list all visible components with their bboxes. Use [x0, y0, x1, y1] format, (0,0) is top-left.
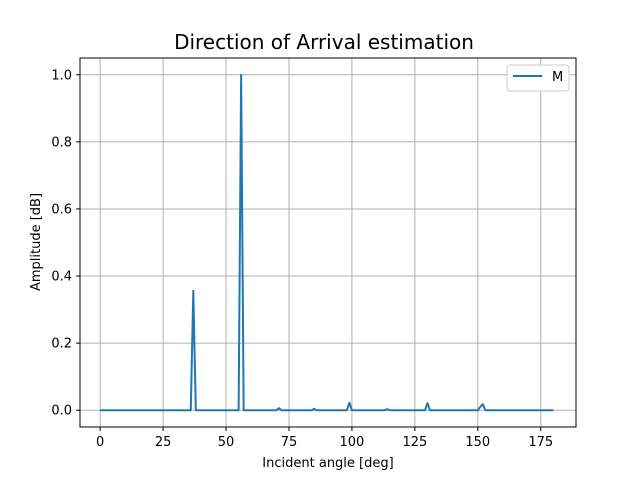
x-axis-label: Incident angle [deg] [262, 456, 393, 471]
y-axis-label: Amplitude [dB] [29, 193, 44, 291]
chart-title: Direction of Arrival estimation [174, 30, 474, 54]
y-tick-label: 1.0 [51, 68, 72, 83]
x-tick-label: 175 [528, 435, 553, 450]
x-tick-label: 75 [281, 435, 298, 450]
legend-box [506, 64, 570, 92]
x-tick-label: 100 [340, 435, 365, 450]
y-tick-label: 0.8 [51, 135, 72, 150]
legend: M [506, 64, 570, 92]
ticks: 0 25 50 75 100 125 150 175 0.0 0.2 0.4 0.6 0.8 1.0 [51, 68, 553, 450]
x-tick-label: 0 [96, 435, 104, 450]
y-tick-label: 0.0 [51, 404, 72, 419]
plot-frame [79, 57, 577, 428]
x-tick-label: 50 [218, 435, 235, 450]
x-tick-label: 125 [402, 435, 427, 450]
legend-label-m: M [552, 70, 563, 85]
y-tick-label: 0.2 [51, 337, 72, 352]
x-tick-label: 25 [155, 435, 172, 450]
series-line-m [100, 73, 554, 412]
y-tick-label: 0.4 [51, 270, 72, 285]
y-tick-label: 0.6 [51, 202, 72, 217]
x-tick-label: 150 [465, 435, 490, 450]
series-layer [100, 73, 554, 412]
